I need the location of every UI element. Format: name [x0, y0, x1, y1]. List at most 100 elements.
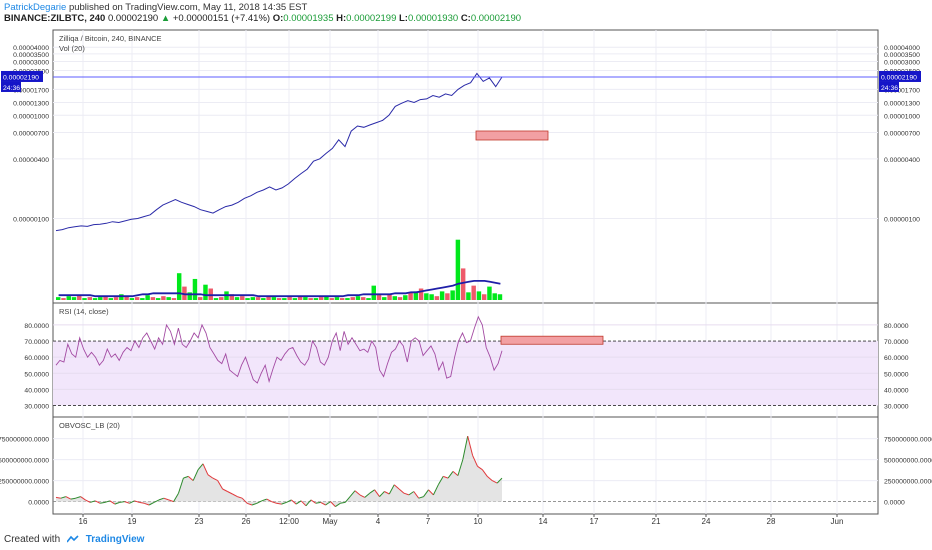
obv-segment: [491, 480, 498, 484]
rsi-tick-label-right: 70.0000: [884, 339, 909, 346]
obv-segment: [187, 476, 194, 481]
obv-tick-label-right: 250000000.0000: [884, 479, 932, 486]
volume-bar: [150, 297, 156, 300]
obv-segment: [472, 455, 478, 467]
ohlc-line: BINANCE:ZILBTC, 240 0.00002190 ▲ +0.0000…: [4, 13, 521, 24]
volume-bar: [345, 298, 350, 300]
obv-segment: [295, 500, 302, 505]
annotation-rectangle: [475, 130, 549, 141]
volume-bar: [339, 298, 345, 300]
volume-bar: [445, 293, 450, 300]
publisher-name[interactable]: PatrickDegarie: [4, 2, 67, 13]
obv-segment: [447, 471, 454, 479]
obv-tick-label-left: 750000000.0000: [0, 437, 49, 444]
y-tick-label-left: 0.00001700: [13, 87, 49, 94]
x-tick-label: 28: [767, 517, 776, 526]
obv-segment: [178, 477, 184, 494]
rsi-tick-label-left: 80.0000: [24, 323, 49, 330]
obv-segment: [237, 496, 243, 499]
obv-segment: [124, 501, 130, 504]
footer: Created with TradingView: [4, 534, 144, 545]
volume-bar: [429, 294, 434, 300]
volume-bar: [434, 296, 440, 300]
rsi-tick-label-right: 30.0000: [884, 404, 909, 411]
obv-segment: [286, 499, 292, 503]
obv-segment: [271, 501, 277, 504]
rsi-annotation-rectangle: [500, 335, 604, 345]
x-tick-label: 10: [474, 517, 483, 526]
obv-segment: [139, 501, 145, 504]
published-text: published on TradingView.com, May 11, 20…: [68, 2, 308, 13]
y-tick-label-left: 0.00000400: [13, 157, 49, 164]
volume-bar: [240, 296, 245, 300]
obv-segment: [241, 497, 248, 504]
volume-bar: [77, 295, 82, 300]
x-tick-label: 26: [242, 517, 251, 526]
y-tick-label-left: 0.00004000: [13, 45, 49, 52]
obv-segment: [153, 499, 160, 503]
volume-bar: [497, 294, 503, 300]
volume-bar: [492, 293, 497, 300]
close-label: C:: [460, 13, 471, 24]
y-tick-label-right: 0.00004000: [884, 45, 920, 52]
volume-bar: [413, 291, 419, 300]
volume-bar: [234, 297, 240, 300]
obv-segment: [148, 501, 155, 506]
y-tick-label-right: 0.00000700: [884, 130, 920, 137]
obv-segment: [369, 489, 375, 494]
last-price: 0.00002190: [107, 13, 159, 24]
last-price-tag-right-countdown-box: [879, 81, 899, 92]
volume-bar: [56, 297, 61, 300]
obv-segment: [100, 501, 106, 504]
high-value: 0.00002199: [346, 13, 397, 24]
obv-segment: [266, 498, 272, 503]
y-tick-label-right: 0.00001000: [884, 113, 920, 120]
obv-segment: [300, 500, 307, 507]
volume-bar: [92, 298, 98, 300]
volume-bar: [155, 298, 161, 300]
obv-segment: [349, 490, 356, 497]
obv-segment: [384, 491, 390, 495]
volume-bar: [192, 278, 198, 300]
obv-segment: [85, 499, 91, 503]
volume-bar: [450, 290, 455, 300]
y-tick-label-left: 0.00000100: [13, 217, 49, 224]
volume-bar: [481, 294, 487, 300]
obv-segment: [75, 496, 81, 499]
volume-bar: [266, 296, 271, 300]
volume-bar: [303, 297, 308, 300]
symbol-label: BINANCE:ZILBTC, 240: [4, 13, 106, 24]
volume-bar: [382, 297, 387, 300]
obv-segment: [315, 501, 321, 504]
obv-segment: [408, 491, 415, 496]
obv-segment: [60, 496, 66, 499]
obv-segment: [290, 499, 297, 505]
obv-segment: [462, 435, 469, 460]
volume-bar: [397, 297, 403, 300]
volume-bar: [208, 288, 213, 300]
tradingview-brand[interactable]: TradingView: [85, 534, 145, 545]
rsi-tick-label-right: 80.0000: [884, 323, 909, 330]
y-tick-label-left: 0.00003500: [13, 52, 49, 59]
obv-segment: [65, 496, 71, 500]
obv-segment: [443, 475, 449, 479]
volume-bar: [213, 298, 219, 300]
obv-segment: [496, 477, 503, 484]
volume-bar: [103, 296, 108, 300]
volume-bar: [276, 298, 282, 300]
volume-bar: [466, 292, 471, 300]
volume-bar: [66, 296, 71, 300]
obv-segment: [305, 499, 312, 507]
obv-segment: [144, 502, 150, 506]
obv-segment: [310, 499, 317, 504]
volume-bar: [487, 286, 492, 300]
volume-bar: [313, 298, 319, 300]
y-tick-label-left: 0.00001300: [13, 101, 49, 108]
obv-segment: [227, 491, 233, 495]
volume-bar: [376, 294, 382, 300]
obv-segment: [359, 494, 366, 498]
obv-segment: [173, 492, 179, 502]
volume-bar: [255, 297, 261, 300]
volume-bar: [171, 298, 177, 300]
